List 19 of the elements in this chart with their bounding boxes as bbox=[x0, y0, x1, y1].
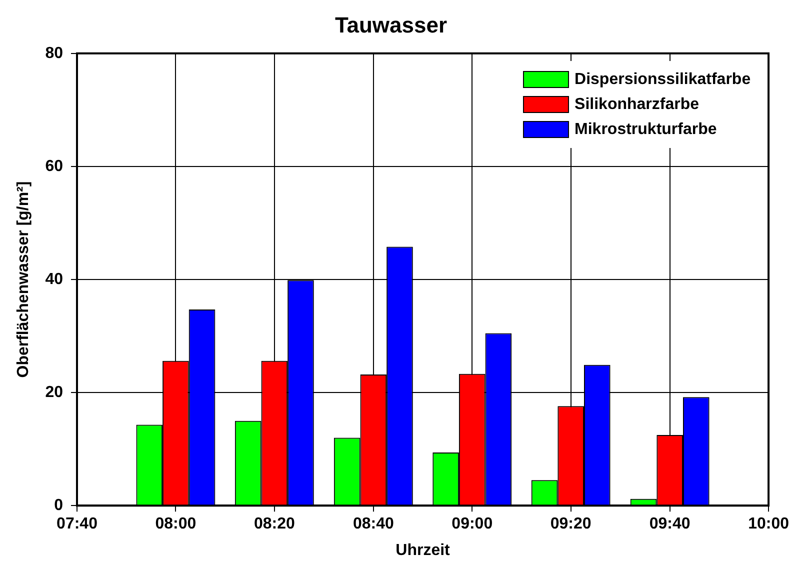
y-tick-label: 20 bbox=[45, 384, 64, 401]
x-axis-title: Uhrzeit bbox=[396, 542, 451, 559]
x-tick-label: 08:00 bbox=[155, 516, 196, 533]
y-tick-label: 60 bbox=[45, 158, 64, 175]
chart-title: Tauwasser bbox=[334, 12, 448, 38]
x-tick-label: 09:40 bbox=[649, 516, 690, 533]
x-tick-label: 08:20 bbox=[254, 516, 295, 533]
x-tick-label: 10:00 bbox=[748, 516, 790, 533]
legend-label: Silikonharzfarbe bbox=[574, 96, 700, 114]
x-tick-label: 09:00 bbox=[452, 516, 493, 533]
y-tick-label: 0 bbox=[54, 497, 64, 514]
y-tick-label: 40 bbox=[45, 270, 64, 288]
legend-label: Dispersionssilikatfarbe bbox=[574, 70, 751, 89]
legend-label: Mikrostrukturfarbe bbox=[574, 120, 717, 139]
x-tick-label: 09:20 bbox=[550, 516, 592, 533]
y-axis-title: Oberflächenwasser [g/m²] bbox=[15, 181, 32, 378]
x-tick-label: 07:40 bbox=[56, 516, 98, 533]
y-tick-label: 80 bbox=[45, 44, 64, 62]
x-tick-label: 08:40 bbox=[352, 516, 394, 533]
